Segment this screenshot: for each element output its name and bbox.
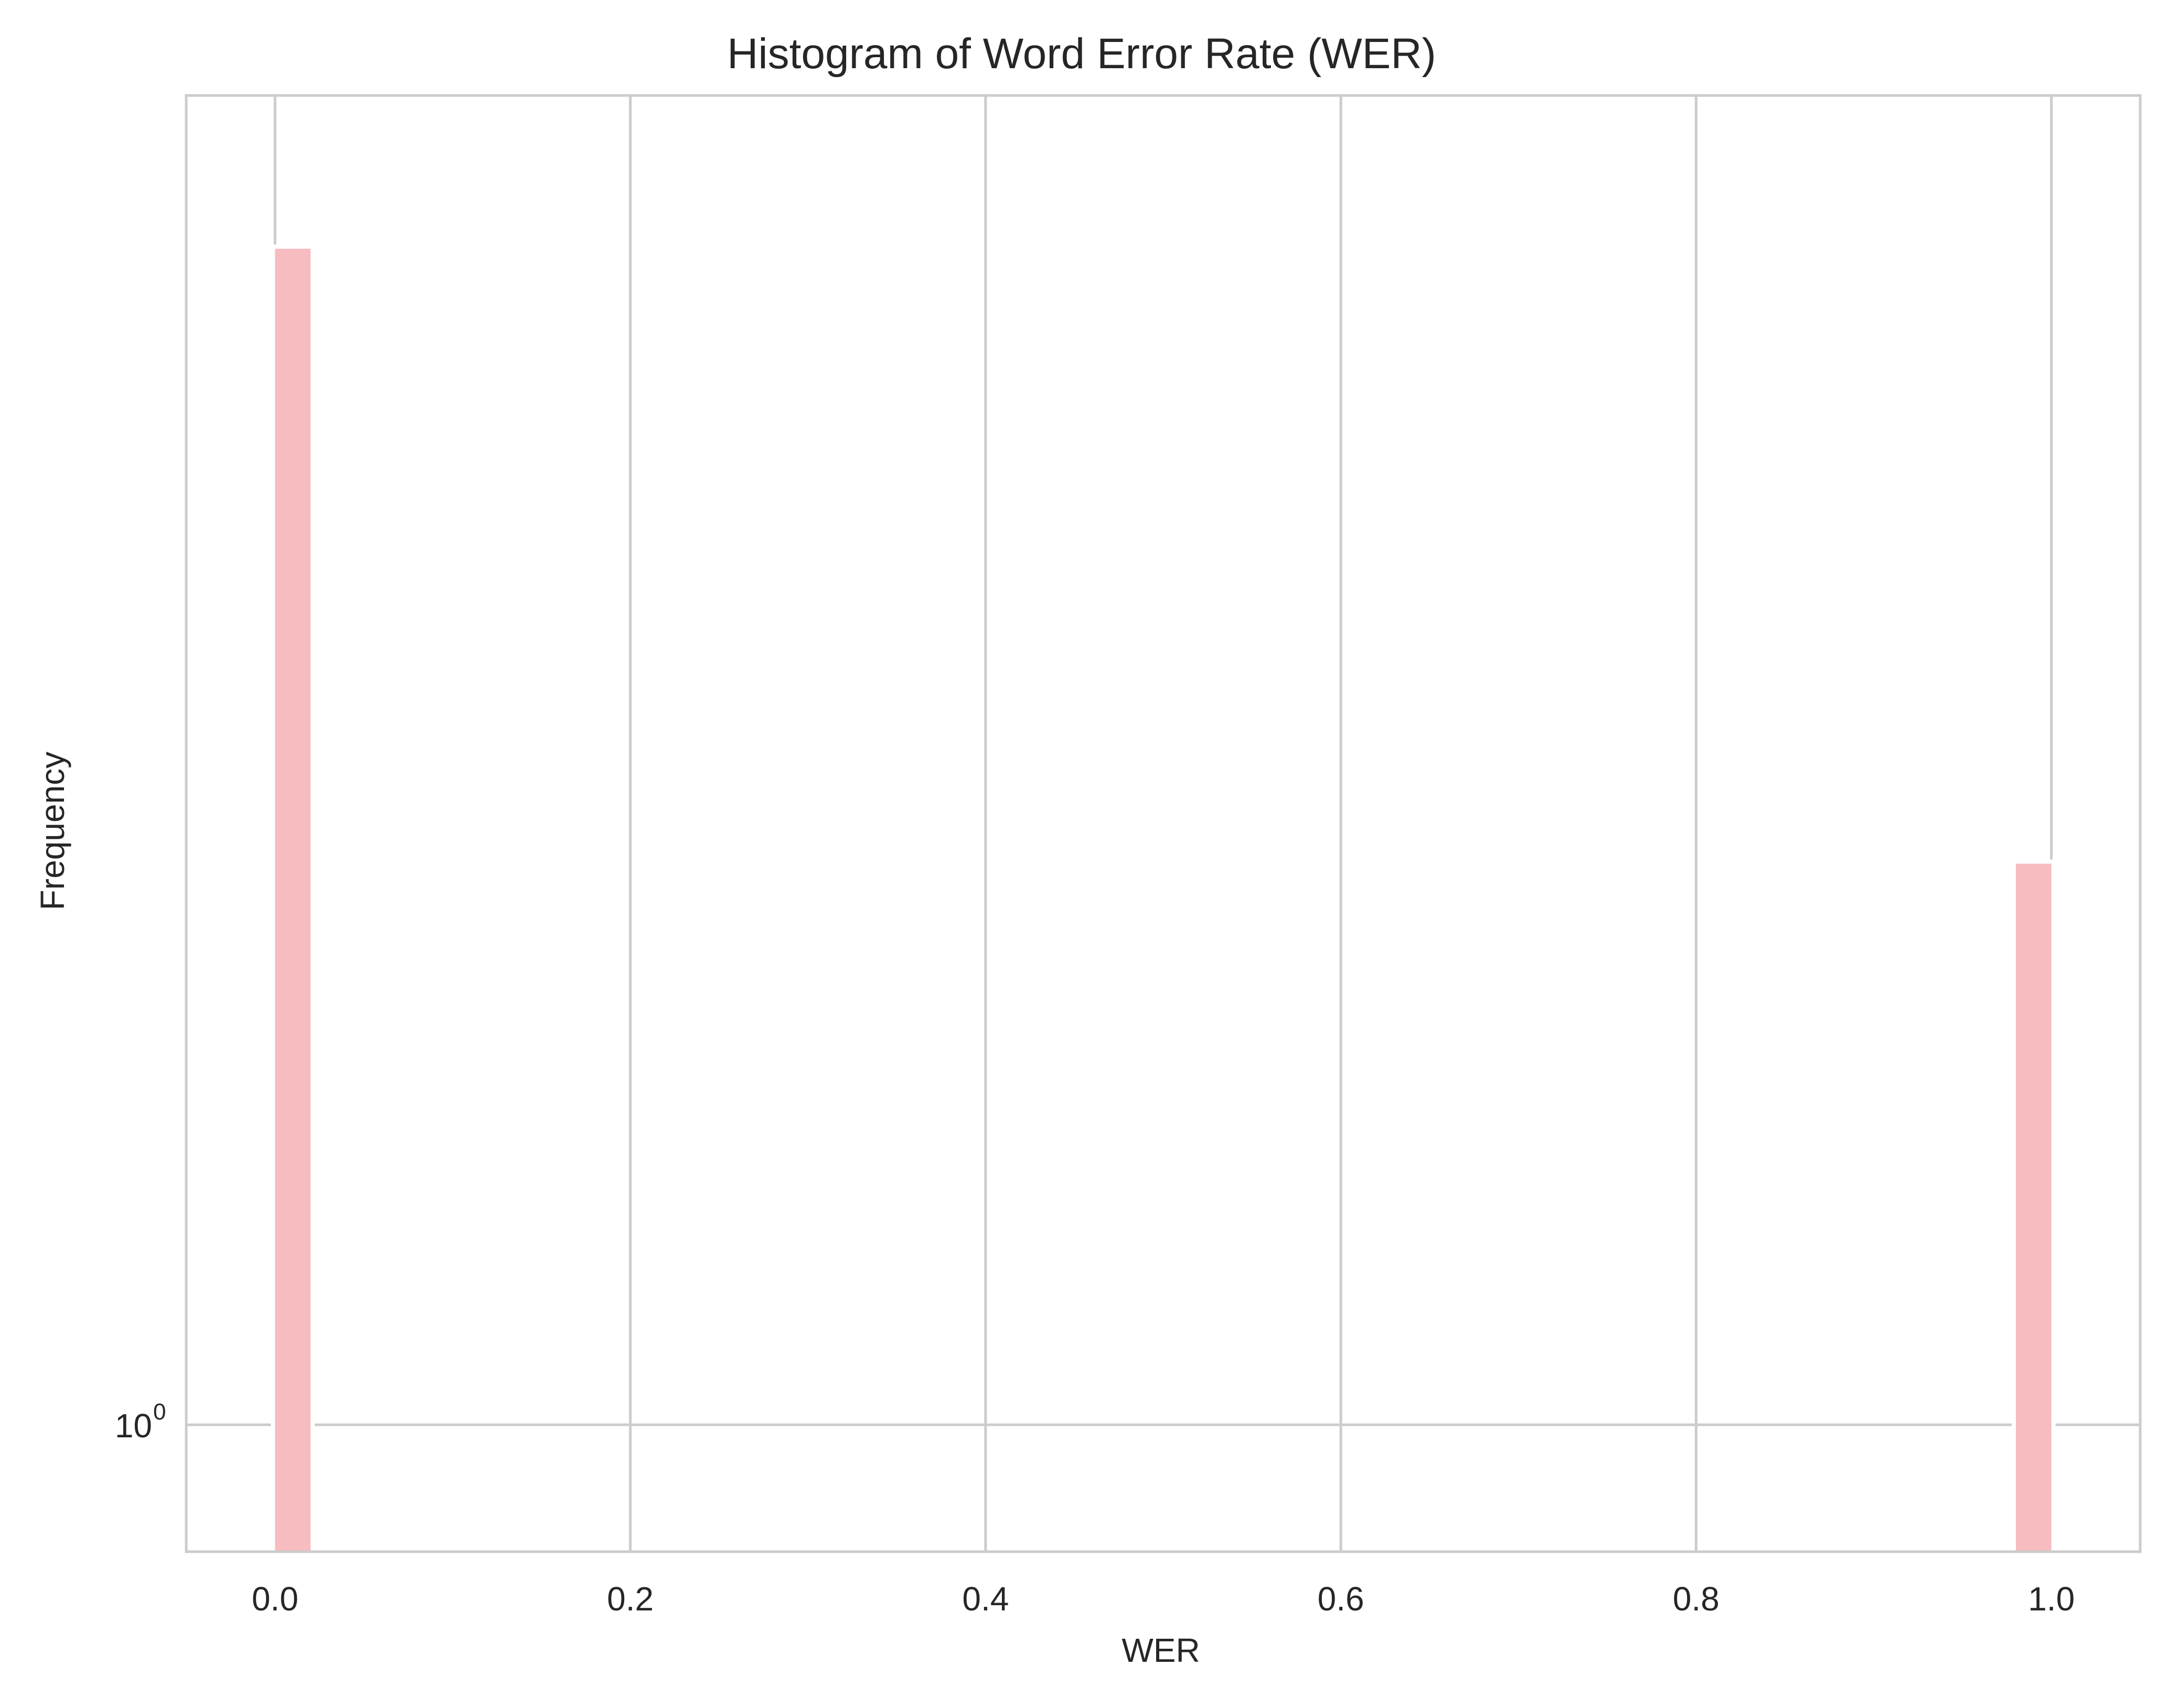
y-tick-base: 10: [115, 1407, 152, 1445]
x-tick-label: 0.0: [252, 1580, 298, 1618]
x-tick-label: 0.2: [607, 1580, 654, 1618]
plot-frame: [185, 94, 2142, 1553]
y-tick-labels: 10 0: [115, 1399, 166, 1445]
chart-title: Histogram of Word Error Rate (WER): [727, 30, 1436, 78]
x-axis-label: WER: [1122, 1631, 1200, 1669]
histogram-bar: [275, 249, 311, 1552]
x-tick-labels: 0.0 0.2 0.4 0.6 0.8 1.0: [252, 1580, 2075, 1618]
histogram-bar: [2015, 863, 2052, 1552]
bars: [271, 244, 2056, 1552]
y-tick-exponent: 0: [153, 1399, 166, 1425]
x-tick-label: 0.6: [1318, 1580, 1364, 1618]
y-axis-label: Frequency: [34, 752, 71, 910]
grid-lines: [186, 95, 2140, 1552]
x-tick-label: 0.4: [962, 1580, 1009, 1618]
x-tick-label: 0.8: [1673, 1580, 1720, 1618]
x-tick-label: 1.0: [2028, 1580, 2075, 1618]
y-tick-label: 10 0: [115, 1399, 166, 1445]
